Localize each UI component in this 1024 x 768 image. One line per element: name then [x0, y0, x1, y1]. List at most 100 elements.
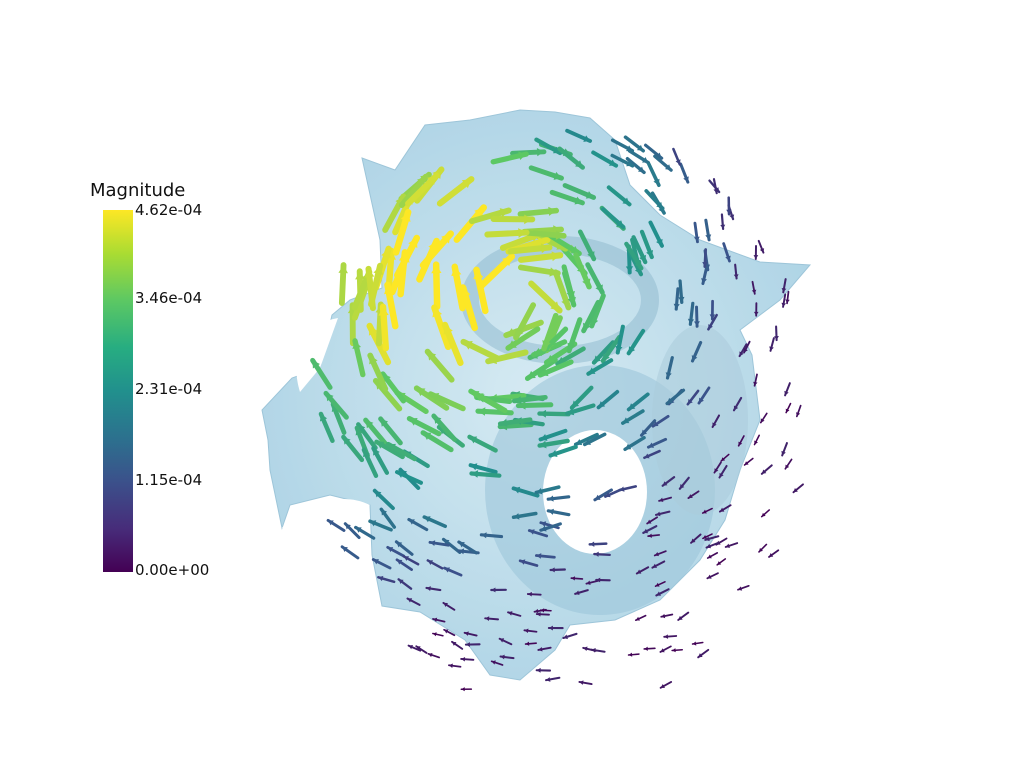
vector-glyph-head	[461, 179, 472, 189]
vector-glyph-head	[363, 449, 371, 458]
vector-glyph-head	[552, 146, 561, 154]
vector-glyph-head	[488, 354, 498, 365]
vector-glyph-head	[433, 617, 438, 622]
vector-glyph-head	[654, 551, 659, 557]
vector-glyph-head	[760, 418, 765, 423]
vector-glyph-head	[636, 569, 642, 574]
vector-glyph-head	[373, 448, 380, 456]
vector-glyph-head	[659, 497, 664, 503]
vector-glyph-head	[518, 401, 526, 410]
vector-glyph-head	[706, 543, 712, 549]
vector-glyph-head	[655, 582, 660, 587]
vector-glyph-head	[574, 196, 583, 205]
vector-glyph-head	[380, 418, 389, 427]
vector-glyph-head	[717, 561, 722, 565]
vector-glyph-head	[508, 340, 517, 349]
vector-glyph-head	[646, 249, 654, 258]
vector-glyph-head	[427, 175, 437, 185]
vector-glyph-head	[553, 225, 562, 235]
vector-glyph-head	[625, 443, 632, 450]
vector-glyph-head	[768, 553, 774, 557]
vector-glyph-head	[667, 397, 674, 404]
vector-glyph-head	[368, 325, 378, 336]
vector-glyph-head	[536, 487, 543, 495]
vector-glyph-head	[540, 368, 549, 377]
vector-glyph-head	[673, 303, 680, 310]
vector-glyph-head	[550, 450, 558, 457]
vector-glyph-head	[536, 611, 541, 617]
vector-glyph-head	[675, 159, 681, 165]
vector-glyph-head	[725, 255, 731, 262]
vector-glyph-head	[625, 266, 634, 273]
vector-glyph-head	[382, 373, 391, 383]
vector-glyph-head	[396, 559, 403, 565]
vector-glyph-head	[475, 393, 484, 402]
vector-glyph-head	[575, 590, 580, 596]
vector-glyph-head	[409, 417, 418, 426]
vector-glyph-head	[376, 441, 385, 449]
vector-glyph-head	[378, 306, 389, 316]
vector-glyph-head	[451, 266, 462, 277]
vector-glyph-head	[465, 642, 470, 647]
vector-glyph-head	[688, 494, 693, 499]
vector-glyph-head	[518, 228, 527, 238]
vector-glyph-head	[546, 677, 551, 682]
vector-glyph-head	[733, 274, 739, 279]
vector-glyph-head	[491, 660, 496, 665]
vector-glyph-head	[665, 164, 672, 171]
vector-glyph-head	[653, 421, 659, 427]
vector-glyph-head	[338, 265, 348, 274]
vector-glyph-head	[707, 574, 712, 579]
vector-glyph-head	[499, 638, 505, 643]
vector-glyph-head	[506, 328, 516, 337]
vector-glyph-head	[759, 248, 765, 253]
vector-glyph-head	[500, 654, 505, 660]
vector-glyph-head	[539, 409, 547, 418]
vector-glyph-head	[737, 586, 743, 591]
vector-glyph-head	[769, 346, 774, 351]
vector-glyph-head	[622, 197, 630, 205]
vector-glyph-head	[387, 547, 394, 553]
vector-glyph-head	[761, 512, 766, 517]
vector-glyph-head	[369, 355, 378, 365]
vector-glyph-head	[550, 301, 560, 311]
vector-glyph-head	[474, 207, 484, 218]
vector-glyph-head	[527, 591, 532, 597]
vector-glyph-head	[427, 351, 437, 361]
vector-glyph-head	[524, 628, 529, 634]
vector-glyph-head	[594, 494, 601, 500]
vector-glyph-head	[575, 160, 583, 168]
vector-glyph-head	[754, 440, 758, 445]
vector-glyph-head	[520, 559, 526, 565]
vector-glyph-head	[664, 634, 669, 639]
vector-glyph-head	[656, 238, 663, 246]
vector-glyph-head	[648, 533, 652, 538]
vector-glyph-head	[417, 176, 426, 186]
vector-glyph-head	[644, 646, 648, 651]
vector-glyph-head	[751, 289, 757, 294]
vector-glyph-head	[602, 353, 610, 361]
vector-glyph-head	[733, 405, 739, 411]
vector-glyph-head	[628, 346, 636, 354]
vector-glyph-head	[738, 441, 743, 446]
vector-glyph-head	[585, 191, 594, 199]
vector-glyph-head	[365, 420, 374, 429]
vector-glyph-head	[702, 509, 707, 514]
vector-glyph-head	[626, 160, 633, 167]
vector-glyph-head	[396, 541, 403, 548]
vector-glyph-head	[701, 278, 707, 284]
vector-glyph-head	[687, 318, 695, 325]
vector-glyph-head	[590, 317, 599, 326]
vector-glyph-head	[384, 284, 395, 295]
vector-glyph-head	[557, 356, 566, 364]
vector-glyph-head	[563, 634, 568, 640]
vector-glyph-head	[428, 652, 433, 658]
vector-glyph-head	[553, 171, 562, 180]
vector-glyph-head	[656, 511, 661, 517]
vector-glyph-head	[342, 546, 348, 553]
vector-glyph-head	[529, 529, 535, 535]
vector-glyph-head	[683, 176, 689, 183]
vector-glyph-head	[538, 646, 543, 652]
vector-glyph-head	[579, 680, 584, 685]
